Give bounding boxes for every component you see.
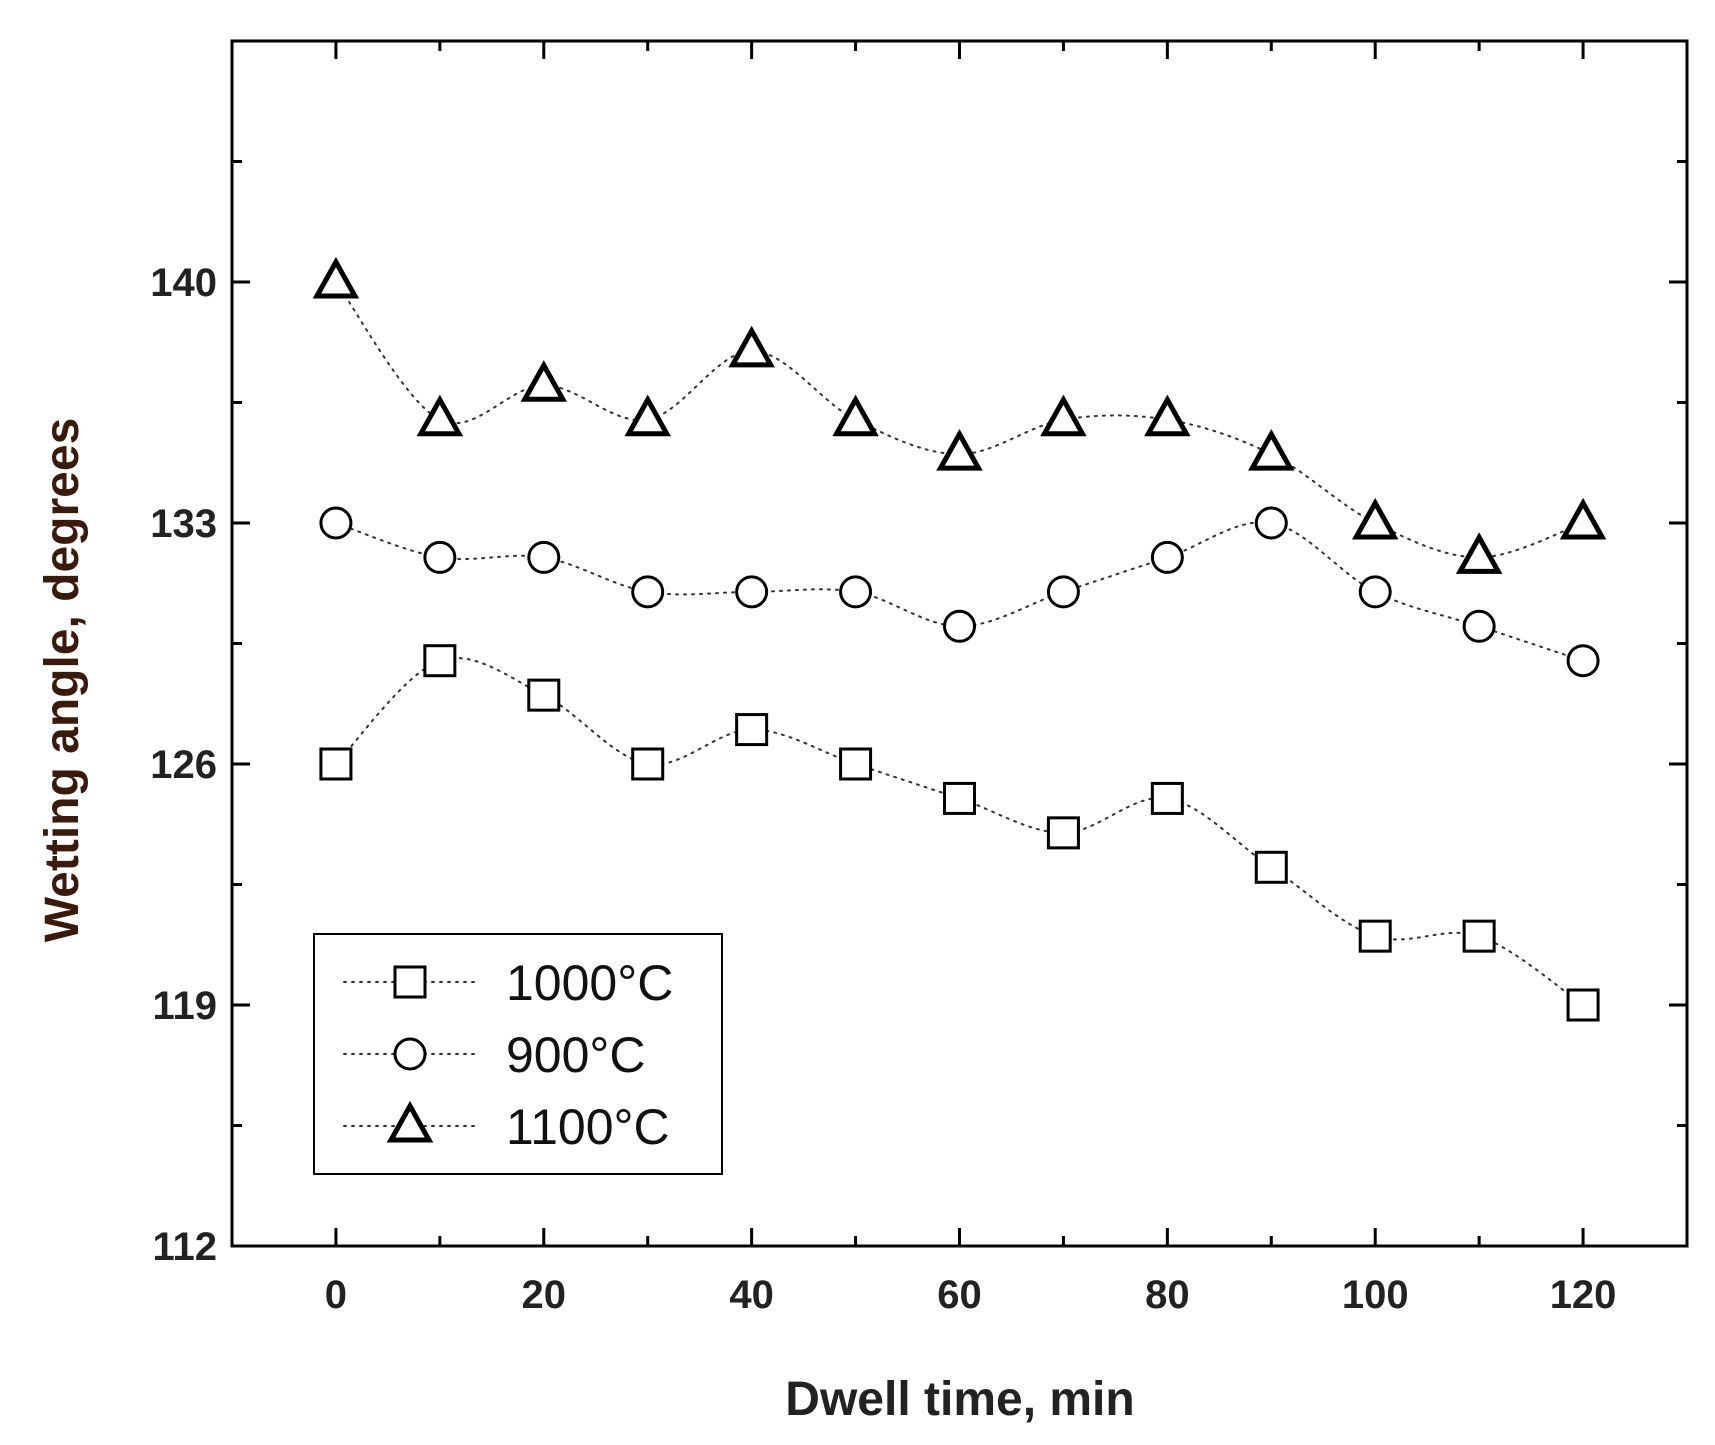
data-point-circle: [1462, 609, 1496, 643]
data-point-triangle: [728, 325, 775, 368]
data-point-triangle: [1351, 497, 1399, 540]
data-point-square: [423, 644, 457, 678]
axis-ticks: 0 20 40 60 80 100 120 112 119 126 133 140: [150, 39, 1689, 1317]
legend-box: [313, 933, 723, 1175]
data-point-circle: [1358, 575, 1392, 609]
x-tick-label: 120: [1550, 1273, 1617, 1317]
data-point-circle: [423, 540, 457, 574]
data-point-triangle: [1455, 532, 1503, 574]
data-point-triangle: [832, 394, 879, 437]
y-tick-label: 126: [150, 743, 217, 787]
data-point-square: [1566, 988, 1600, 1022]
data-point-circle: [839, 575, 873, 609]
data-point-circle: [735, 575, 769, 609]
data-point-triangle: [312, 256, 360, 299]
legend-marker-circle: [393, 1037, 427, 1071]
data-point-square: [319, 747, 353, 781]
data-point-circle: [1566, 644, 1600, 678]
data-point-circle: [527, 540, 561, 574]
data-point-square: [943, 781, 976, 815]
data-point-square: [1046, 816, 1080, 850]
x-tick-label: 60: [937, 1273, 982, 1317]
data-point-square: [1254, 850, 1288, 884]
data-point-triangle: [1248, 429, 1295, 471]
data-point-triangle: [1144, 394, 1191, 437]
x-tick-label: 100: [1342, 1273, 1409, 1317]
y-tick-label: 119: [152, 984, 217, 1028]
legend-label: 900°C: [506, 1027, 646, 1083]
data-point-circle: [1254, 506, 1288, 540]
legend-label: 1100°C: [506, 1099, 670, 1155]
data-point-square: [1462, 919, 1496, 953]
legend-marker-triangle: [386, 1100, 434, 1143]
y-tick-label: 133: [150, 502, 217, 546]
series-lines: [334, 281, 1585, 1006]
data-point-triangle: [1040, 394, 1087, 437]
series-line-2: [334, 281, 1585, 559]
data-point-circle: [1046, 575, 1080, 609]
x-tick-label: 0: [325, 1273, 347, 1317]
series-markers: [312, 256, 1607, 1022]
data-point-square: [839, 747, 873, 781]
x-axis-title: Dwell time, min: [785, 1373, 1134, 1426]
x-tick-label: 20: [522, 1273, 567, 1317]
data-point-circle: [943, 609, 976, 643]
data-point-square: [527, 678, 561, 712]
data-point-triangle: [520, 360, 568, 402]
data-point-circle: [1150, 540, 1184, 574]
data-point-circle: [319, 506, 353, 540]
data-point-triangle: [416, 394, 464, 437]
data-point-triangle: [936, 429, 983, 471]
data-point-triangle: [1559, 497, 1607, 540]
data-point-square: [1358, 919, 1392, 953]
data-point-square: [735, 713, 769, 747]
legend: 1000°C 900°C 1100°C: [313, 933, 723, 1175]
data-point-square: [631, 747, 665, 781]
data-point-circle: [631, 575, 665, 609]
data-point-square: [1150, 781, 1184, 815]
legend-marker-square: [393, 965, 427, 999]
y-tick-label: 140: [150, 261, 217, 305]
x-tick-label: 40: [729, 1273, 774, 1317]
legend-label: 1000°C: [506, 955, 673, 1011]
data-point-triangle: [624, 394, 671, 437]
x-tick-label: 80: [1145, 1273, 1190, 1317]
y-tick-label: 112: [152, 1225, 217, 1269]
y-axis-title: Wetting angle, degrees: [36, 418, 89, 943]
